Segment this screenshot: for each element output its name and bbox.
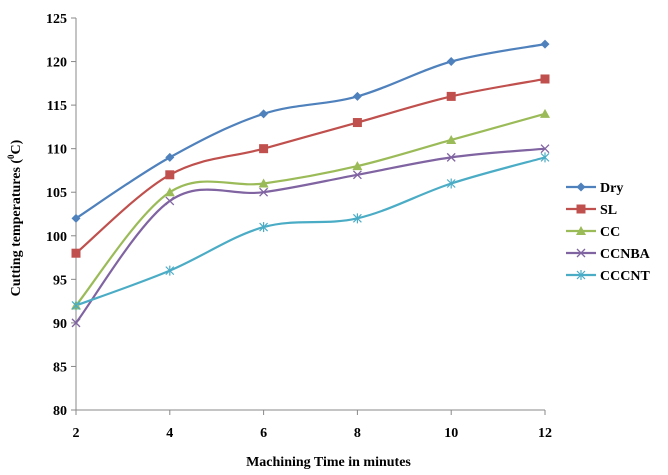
series-markers [71, 39, 550, 328]
data-point-dry [71, 213, 81, 223]
y-axis-title-text: Cutting temperatures ( [9, 159, 24, 297]
data-point-dry [540, 39, 550, 49]
data-point-ccnba [540, 144, 550, 154]
y-tick-label: 80 [53, 404, 67, 419]
series-lines [75, 43, 546, 324]
data-point-sl [165, 170, 175, 180]
data-point-sl [71, 248, 81, 258]
data-point-cccnt [540, 152, 550, 163]
legend-item-cccnt: CCCNT [566, 269, 650, 284]
data-point-dry [165, 152, 175, 162]
data-point-cccnt [446, 178, 456, 189]
legend-item-ccnba: CCNBA [566, 247, 651, 262]
legend-label: CCNBA [600, 247, 651, 262]
series-line-sl [75, 77, 546, 255]
data-point-cc [540, 108, 550, 118]
legend-marker [576, 270, 586, 280]
data-point-cccnt [352, 213, 362, 224]
y-tick-label: 110 [47, 143, 67, 158]
data-point-cc [258, 178, 269, 188]
legend-marker [576, 226, 586, 235]
y-tick-label: 85 [53, 360, 67, 375]
series-line-cc [75, 112, 546, 307]
data-point-sl [352, 118, 362, 128]
series-line-cccnt [75, 156, 546, 307]
legend-marker [576, 248, 586, 258]
data-point-dry [352, 91, 362, 101]
y-tick-label: 90 [53, 317, 67, 332]
legend-marker [576, 204, 586, 214]
legend-label: CC [600, 225, 620, 240]
x-tick-label: 6 [260, 426, 267, 441]
data-point-cccnt [165, 265, 175, 276]
legend-marker [576, 182, 586, 192]
x-axis-title: Machining Time in minutes [246, 455, 411, 470]
legend-label: Dry [600, 181, 623, 196]
y-axis-title-end: C) [9, 139, 24, 154]
data-point-ccnba [352, 170, 362, 180]
data-point-cc [446, 134, 457, 144]
legend-item-dry: Dry [566, 181, 623, 196]
x-tick-label: 4 [166, 426, 173, 441]
y-axis-title-superscript: 0 [6, 154, 16, 159]
data-point-sl [446, 91, 456, 101]
legend-item-sl: SL [566, 203, 617, 218]
legend-item-cc: CC [566, 225, 620, 240]
series-line-dry [75, 43, 546, 220]
data-point-ccnba [446, 152, 456, 162]
data-point-cccnt [71, 300, 81, 311]
series-line-ccnba [75, 147, 546, 324]
data-point-dry [259, 109, 269, 119]
data-point-ccnba [165, 196, 175, 206]
legend: Dry SL CC CCNBA CCCNT [566, 181, 651, 284]
data-point-cc [164, 187, 175, 197]
data-point-cccnt [259, 222, 269, 233]
data-point-ccnba [259, 187, 269, 197]
data-point-sl [259, 144, 269, 154]
y-tick-label: 105 [46, 186, 67, 201]
axes: 80 85 90 95 100 105 110 115 120 125 2 4 6 8 10 12 [46, 12, 552, 441]
y-axis-title: Cutting temperatures (0C) [6, 139, 24, 296]
y-axis-ticks: 80 85 90 95 100 105 110 115 120 125 [46, 12, 76, 419]
data-point-sl [540, 74, 550, 84]
y-tick-label: 125 [46, 12, 67, 27]
data-point-ccnba [71, 318, 81, 328]
data-point-cc [352, 161, 363, 171]
legend-label: CCCNT [600, 269, 650, 284]
y-tick-label: 115 [47, 99, 67, 114]
data-point-dry [446, 57, 456, 67]
y-tick-label: 100 [46, 230, 67, 245]
x-tick-label: 2 [73, 426, 80, 441]
x-tick-label: 10 [444, 426, 458, 441]
x-tick-label: 8 [354, 426, 361, 441]
y-tick-label: 120 [46, 56, 67, 71]
x-axis-ticks: 2 4 6 8 10 12 [73, 410, 552, 441]
y-tick-label: 95 [53, 273, 67, 288]
x-tick-label: 12 [538, 426, 552, 441]
legend-label: SL [600, 203, 617, 218]
